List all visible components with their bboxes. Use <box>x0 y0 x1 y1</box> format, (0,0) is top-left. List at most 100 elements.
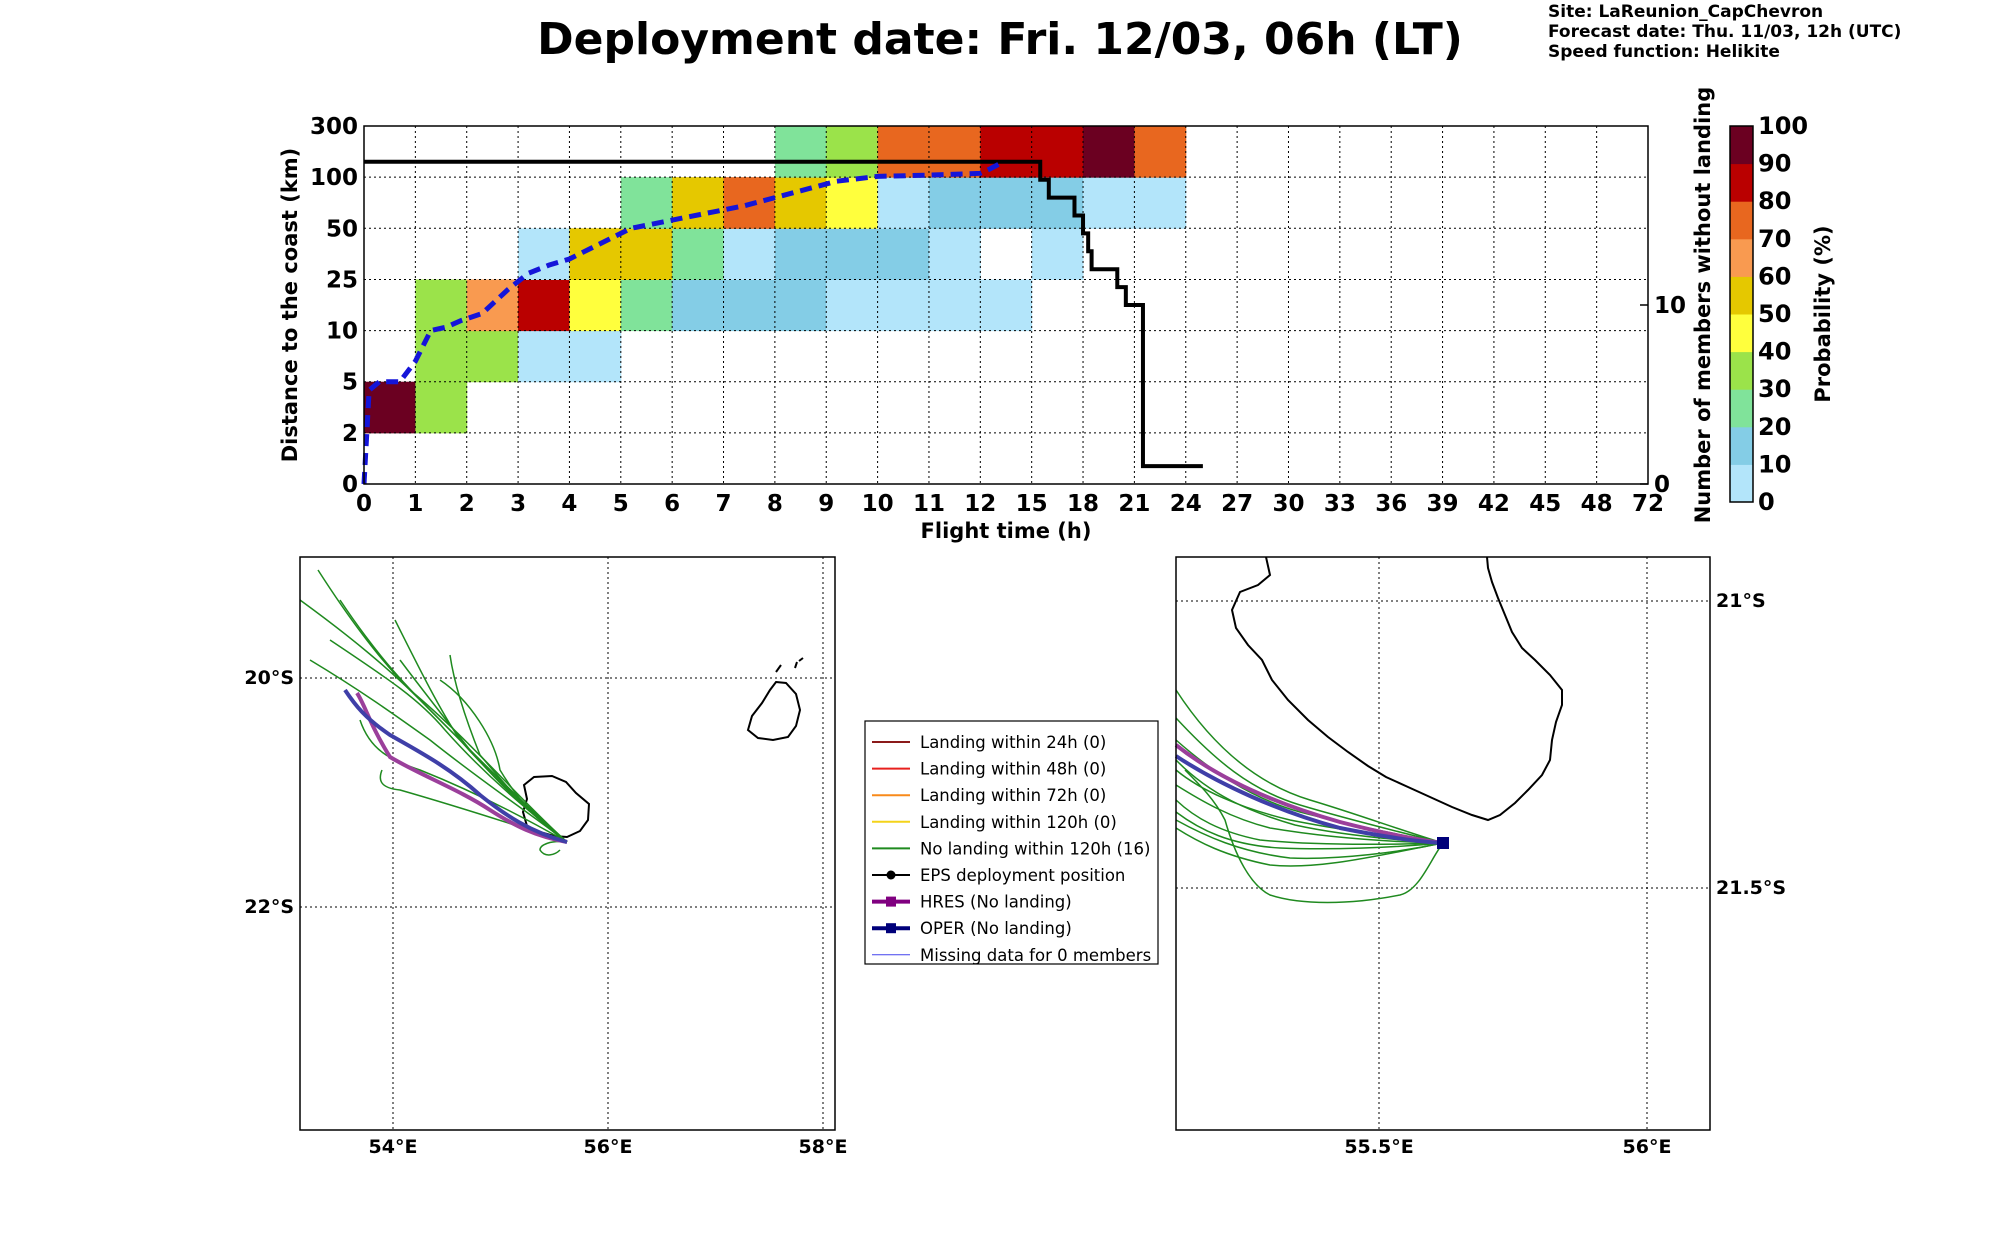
heatmap-cell <box>774 279 827 332</box>
eps-trajectory <box>1175 799 1444 845</box>
heatmap-cell <box>826 177 879 229</box>
y-tick-label: 0 <box>342 472 358 498</box>
heatmap-cell <box>620 279 673 332</box>
heatmap-cell <box>415 381 468 434</box>
eps-trajectory <box>1175 717 1444 844</box>
eps-trajectory <box>339 599 568 843</box>
heatmap-cell <box>877 177 930 229</box>
heatmap-cell <box>518 228 570 280</box>
colorbar-block <box>1730 426 1753 465</box>
y-tick-label: 25 <box>326 267 358 293</box>
right-map-grid <box>1176 557 1710 1130</box>
colorbar-blocks <box>1730 126 1753 503</box>
right-map-xtick: 56°E <box>1623 1136 1672 1158</box>
right-map-tick-labels: 55.5°E 56°E 21°S 21.5°S <box>1344 590 1786 1158</box>
left-map-xtick: 54°E <box>369 1136 418 1158</box>
forecast-date-label: Forecast date: Thu. 11/03, 12h (UTC) <box>1548 22 1902 42</box>
colorbar-tick-label: 40 <box>1758 338 1791 366</box>
x-tick-label: 9 <box>818 491 834 517</box>
legend-marker <box>886 923 896 934</box>
x-tick-label: 3 <box>510 491 526 517</box>
eps-trajectory <box>539 840 568 856</box>
heatmap-cell <box>620 228 673 280</box>
legend-frame <box>864 720 1159 965</box>
colorbar-block <box>1730 276 1753 315</box>
x-tick-label: 12 <box>964 491 996 517</box>
left-map-ytick: 20°S <box>244 667 294 689</box>
oper-trajectory <box>343 688 568 844</box>
legend-label: Missing data for 0 members <box>920 946 1151 965</box>
heatmap-cell <box>980 177 1033 229</box>
heatmap-cell <box>518 279 570 332</box>
colorbar-tick-label: 60 <box>1758 262 1791 290</box>
heatmap-cell <box>826 228 879 280</box>
heatmap-cell <box>877 126 930 178</box>
x-tick-label: 11 <box>913 491 945 517</box>
x-tick-label: 4 <box>561 491 577 517</box>
eps-trajectory <box>309 659 568 843</box>
x-tick-label: 24 <box>1170 491 1202 517</box>
heatmap-cell <box>928 228 981 280</box>
eps-trajectory <box>1175 689 1444 844</box>
y-tick-label: 300 <box>310 114 358 140</box>
heatmap-cell <box>928 177 981 229</box>
left-map-eps-trajectories <box>299 569 568 856</box>
x-tick-label: 8 <box>767 491 783 517</box>
colorbar-tick-label: 50 <box>1758 300 1791 328</box>
y2-tick-label: 10 <box>1654 293 1686 319</box>
y-tick-label: 100 <box>310 165 358 191</box>
colorbar: 0 10 20 30 40 50 60 70 80 90 100 Probability (%) <box>1729 112 1835 516</box>
x-tick-label: 72 <box>1632 491 1664 517</box>
y-axis-label: Distance to the coast (km) <box>278 148 302 463</box>
legend-label: HRES (No landing) <box>920 893 1072 912</box>
colorbar-block <box>1730 314 1753 353</box>
eps-trajectory <box>1175 819 1444 860</box>
colorbar-block <box>1730 389 1753 428</box>
y2-tick-labels: 0 10 <box>1640 293 1686 498</box>
heatmap-cell <box>466 330 519 383</box>
left-map-background <box>300 557 835 1130</box>
legend-label: Landing within 72h (0) <box>920 786 1106 805</box>
heatmap-cell <box>1083 126 1135 178</box>
colorbar-tick-label: 30 <box>1758 375 1791 403</box>
heatmap-cell <box>1083 177 1135 229</box>
colorbar-label: Probability (%) <box>1811 225 1835 402</box>
heatmap-cell <box>826 126 879 178</box>
median-distance-line <box>361 160 1003 485</box>
left-map-frame <box>299 556 836 1131</box>
right-map-ytick: 21.5°S <box>1716 877 1786 899</box>
colorbar-tick-label: 10 <box>1758 450 1791 478</box>
heatmap-panel: 0 1 2 3 4 5 6 7 8 9 10 11 12 15 18 21 24 27 30 33 36 39 42 45 48… <box>278 87 1715 543</box>
left-map-tick-labels: 54°E 56°E 58°E 20°S 22°S <box>244 667 847 1158</box>
y-tick-label: 5 <box>342 370 358 396</box>
right-map-frame <box>1175 556 1711 1131</box>
colorbar-block <box>1730 238 1753 277</box>
x-tick-label: 1 <box>407 491 423 517</box>
heatmap-cell <box>774 177 827 229</box>
x-tick-label: 5 <box>613 491 629 517</box>
colorbar-tick-label: 100 <box>1758 112 1808 140</box>
heatmap-cell <box>877 228 930 280</box>
colorbar-tick-label: 70 <box>1758 225 1791 253</box>
heatmap-grid <box>364 126 1648 484</box>
y2-tick-label: 0 <box>1654 472 1670 498</box>
colorbar-block <box>1730 163 1753 202</box>
legend-label: Landing within 48h (0) <box>920 760 1106 779</box>
heatmap-cell <box>620 177 673 229</box>
mauritius-island-outline <box>746 680 802 742</box>
reunion-coastline-zoom <box>1230 556 1563 822</box>
x-tick-label: 15 <box>1016 491 1048 517</box>
heatmap-cell <box>415 330 468 383</box>
heatmap-cell <box>980 279 1033 332</box>
x-tick-label: 33 <box>1324 491 1356 517</box>
left-map-xtick: 58°E <box>799 1136 848 1158</box>
eps-trajectory <box>1175 811 1444 850</box>
oper-trajectory-zoom <box>1174 754 1444 845</box>
heatmap-cell <box>1134 126 1187 178</box>
colorbar-tick-labels: 0 10 20 30 40 50 60 70 80 90 100 <box>1758 112 1808 516</box>
left-map-grid <box>300 557 835 1130</box>
heatmap-cell <box>672 279 725 332</box>
legend-label: Landing within 120h (0) <box>920 813 1117 832</box>
x-tick-labels: 0 1 2 3 4 5 6 7 8 9 10 11 12 15 18 21 24 27 30 33 36 39 42 45 48… <box>356 491 1664 517</box>
